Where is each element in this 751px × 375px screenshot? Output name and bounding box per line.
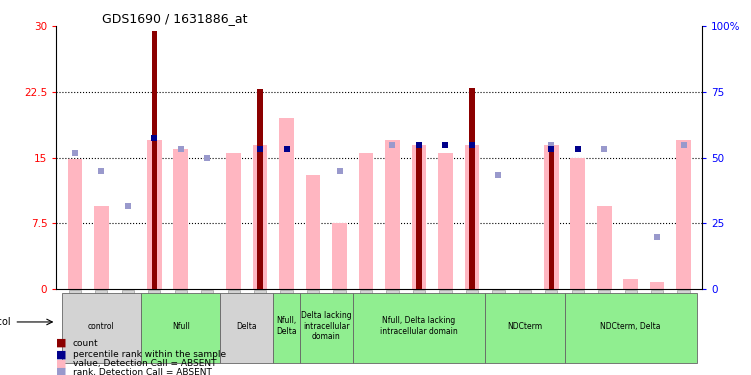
Text: rank, Detection Call = ABSENT: rank, Detection Call = ABSENT xyxy=(73,368,212,375)
Text: Delta: Delta xyxy=(237,322,258,331)
Text: control: control xyxy=(88,322,115,331)
Text: GSM53397: GSM53397 xyxy=(149,292,158,338)
Text: GSM53393: GSM53393 xyxy=(71,292,80,338)
Text: percentile rank within the sample: percentile rank within the sample xyxy=(73,350,226,359)
Bar xyxy=(173,149,188,289)
Text: ■: ■ xyxy=(56,338,67,348)
Text: GSM53408: GSM53408 xyxy=(203,292,212,337)
Bar xyxy=(677,140,691,289)
Bar xyxy=(353,293,485,363)
Text: GSM53406: GSM53406 xyxy=(282,292,291,337)
Text: GSM53400: GSM53400 xyxy=(415,292,424,337)
Text: value, Detection Call = ABSENT: value, Detection Call = ABSENT xyxy=(73,359,216,368)
Text: GSM53403: GSM53403 xyxy=(123,292,132,337)
Bar xyxy=(469,88,475,289)
Bar xyxy=(565,293,697,363)
Text: GSM53402: GSM53402 xyxy=(309,292,318,337)
Text: GSM53401: GSM53401 xyxy=(255,292,264,337)
Text: Delta lacking
intracellular
domain: Delta lacking intracellular domain xyxy=(301,311,351,341)
Bar xyxy=(147,140,161,289)
Bar xyxy=(416,144,421,289)
Text: Nfull,
Delta: Nfull, Delta xyxy=(276,316,297,336)
Bar xyxy=(94,206,109,289)
Bar xyxy=(465,144,479,289)
Bar xyxy=(273,293,300,363)
Text: Nfull, Delta lacking
intracellular domain: Nfull, Delta lacking intracellular domai… xyxy=(380,316,458,336)
Text: NDCterm, Delta: NDCterm, Delta xyxy=(601,322,661,331)
Bar xyxy=(258,89,263,289)
Text: ■: ■ xyxy=(56,367,67,375)
Text: GSM53390: GSM53390 xyxy=(229,292,238,337)
Bar xyxy=(300,293,353,363)
Text: GSM53398: GSM53398 xyxy=(361,292,370,338)
Bar xyxy=(141,293,221,363)
Text: GSM53392: GSM53392 xyxy=(388,292,397,337)
Bar xyxy=(549,147,554,289)
Text: protocol: protocol xyxy=(0,317,11,327)
Text: GSM53391: GSM53391 xyxy=(626,292,635,337)
Text: GSM53388: GSM53388 xyxy=(335,292,344,338)
Text: GSM53399: GSM53399 xyxy=(176,292,185,337)
Text: GSM53411: GSM53411 xyxy=(520,292,529,337)
Text: GSM53389: GSM53389 xyxy=(600,292,609,338)
Bar xyxy=(544,144,559,289)
Bar xyxy=(68,159,82,289)
Text: GSM53405: GSM53405 xyxy=(441,292,450,337)
Bar xyxy=(571,158,585,289)
Text: ■: ■ xyxy=(56,350,67,359)
Bar xyxy=(438,153,453,289)
Bar xyxy=(359,153,373,289)
Text: GSM53395: GSM53395 xyxy=(547,292,556,337)
Bar xyxy=(306,175,321,289)
Text: Nfull: Nfull xyxy=(172,322,190,331)
Text: ■: ■ xyxy=(56,359,67,369)
Bar xyxy=(221,293,273,363)
Bar xyxy=(279,118,294,289)
Bar xyxy=(485,293,565,363)
Text: GSM53409: GSM53409 xyxy=(467,292,476,337)
Bar xyxy=(385,140,400,289)
Text: NDCterm: NDCterm xyxy=(507,322,542,331)
Bar xyxy=(62,293,141,363)
Text: GSM53396: GSM53396 xyxy=(97,292,106,338)
Text: GSM53407: GSM53407 xyxy=(679,292,688,337)
Bar xyxy=(623,279,638,289)
Bar xyxy=(412,144,427,289)
Text: GSM53410: GSM53410 xyxy=(494,292,503,337)
Text: GDS1690 / 1631886_at: GDS1690 / 1631886_at xyxy=(101,12,247,25)
Bar xyxy=(332,224,347,289)
Text: GSM53394: GSM53394 xyxy=(653,292,662,337)
Bar xyxy=(152,31,157,289)
Text: GSM53404: GSM53404 xyxy=(573,292,582,337)
Text: count: count xyxy=(73,339,98,348)
Bar xyxy=(226,153,241,289)
Bar xyxy=(597,206,611,289)
Bar xyxy=(253,144,267,289)
Bar xyxy=(650,282,665,289)
